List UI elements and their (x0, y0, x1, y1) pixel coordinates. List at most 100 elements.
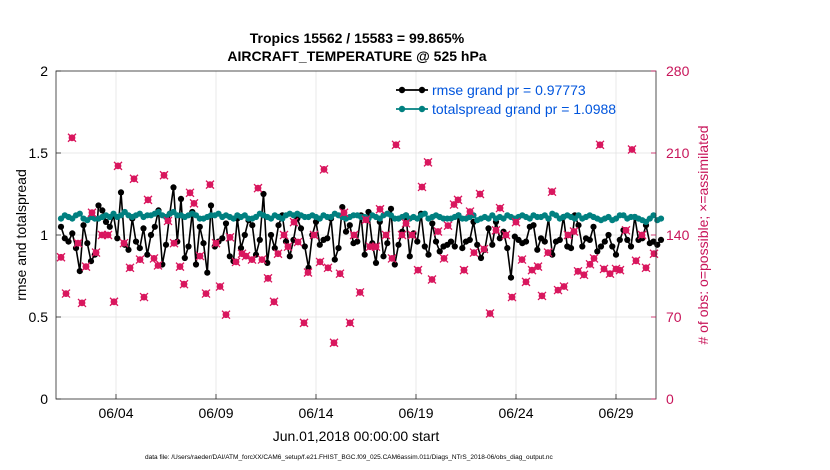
obs-assimilated-marker (507, 292, 517, 302)
obs-point (169, 238, 179, 248)
right-axis: 0 70 140 210 280 (651, 63, 690, 407)
obs-point (495, 203, 505, 213)
obs-assimilated-marker (543, 248, 553, 258)
obs-point (87, 208, 97, 218)
obs-point (135, 255, 145, 265)
obs-point (231, 257, 241, 267)
obs-point (485, 309, 495, 318)
obs-assimilated-marker (465, 207, 475, 217)
right-tick-label: 0 (666, 391, 674, 407)
rmse-marker (260, 190, 267, 198)
obs-point (423, 157, 433, 167)
obs-assimilated-marker (589, 253, 599, 263)
rmse-marker (342, 228, 350, 235)
obs-assimilated-marker (649, 249, 659, 259)
legend: rmse grand pr = 0.97773 totalspread gran… (396, 82, 616, 117)
obs-point (615, 265, 625, 275)
obs-assimilated-marker (345, 318, 355, 328)
rmse-marker (57, 223, 65, 230)
rmse-marker (324, 235, 331, 242)
right-tick-label: 140 (666, 227, 690, 243)
rmse-marker (237, 245, 245, 252)
obs-assimilated-marker (139, 292, 149, 302)
obs-assimilated-marker (125, 263, 135, 273)
obs-assimilated-marker (423, 157, 433, 167)
obs-assimilated-marker (521, 277, 531, 287)
x-tick-label: 06/14 (298, 405, 333, 421)
footer-data-file: data file: /Users/raeder/DAI/ATM_forcXX/… (145, 454, 554, 461)
obs-point (153, 260, 163, 270)
obs-assimilated-marker (263, 273, 273, 283)
obs-point (559, 282, 569, 292)
obs-point (319, 164, 329, 174)
obs-assimilated-marker (375, 204, 385, 214)
obs-assimilated-marker (371, 242, 381, 252)
rmse-marker (95, 202, 102, 209)
obs-assimilated-marker (553, 285, 563, 295)
obs-assimilated-marker (293, 237, 303, 247)
rmse-marker (192, 261, 200, 268)
rmse-marker (222, 220, 230, 227)
obs-point (433, 227, 443, 236)
obs-assimilated-marker (135, 255, 145, 265)
rmse-marker (380, 253, 387, 260)
rmse-marker (616, 236, 623, 243)
obs-assimilated-marker (231, 257, 241, 267)
obs-point (361, 215, 371, 225)
chart-title-line1: Tropics 15562 / 15583 = 99.865% (250, 30, 465, 46)
rmse-marker (162, 241, 170, 248)
obs-point (335, 269, 345, 279)
rmse-marker (567, 245, 575, 252)
rmse-marker (657, 236, 665, 243)
rmse-marker (425, 251, 432, 258)
rmse-marker (477, 254, 485, 262)
obs-point (73, 238, 83, 248)
obs-point (175, 262, 185, 272)
obs-point (417, 182, 427, 192)
obs-assimilated-marker (329, 338, 339, 348)
obs-point (589, 253, 599, 263)
obs-point (427, 275, 437, 284)
obs-point (511, 217, 521, 227)
obs-point (443, 221, 453, 231)
rmse-marker (207, 202, 215, 209)
rmse-marker (69, 230, 76, 237)
obs-point (221, 310, 231, 320)
rmse-marker (601, 238, 608, 245)
obs-point (475, 189, 485, 199)
y-axis-label-right: # of obs: o=possible; ×=assimilated (695, 125, 711, 344)
obs-assimilated-marker (56, 252, 66, 262)
obs-point (585, 259, 595, 269)
obs-point (61, 289, 71, 299)
obs-assimilated-marker (205, 180, 215, 190)
rmse-marker (590, 223, 597, 230)
totalspread-marker (76, 210, 83, 217)
obs-point (491, 225, 501, 235)
rmse-marker (556, 236, 563, 243)
obs-point (339, 208, 349, 218)
obs-assimilated-marker (407, 230, 417, 240)
y-axis-label-left: rmse and totalspread (13, 169, 29, 301)
obs-point (569, 227, 579, 236)
rmse-marker (275, 222, 282, 229)
rmse-marker (267, 231, 275, 239)
obs-assimilated-marker (119, 238, 129, 248)
rmse-marker (196, 223, 203, 230)
left-tick-label: 0.5 (29, 309, 49, 325)
obs-assimilated-marker (87, 208, 97, 218)
obs-assimilated-marker (479, 244, 489, 254)
obs-assimilated-marker (433, 227, 443, 236)
x-tick-label: 06/29 (598, 405, 633, 421)
x-tick-label: 06/04 (98, 405, 133, 421)
rmse-marker (605, 231, 612, 239)
rmse-marker (609, 243, 616, 250)
obs-assimilated-marker (453, 195, 463, 205)
obs-point (345, 318, 355, 328)
obs-assimilated-marker (339, 208, 349, 218)
obs-assimilated-marker (475, 189, 485, 199)
rmse-marker (256, 236, 263, 243)
obs-point (309, 230, 319, 240)
obs-point (257, 255, 267, 265)
obs-assimilated-marker (109, 297, 119, 307)
obs-assimilated-marker (533, 262, 543, 272)
